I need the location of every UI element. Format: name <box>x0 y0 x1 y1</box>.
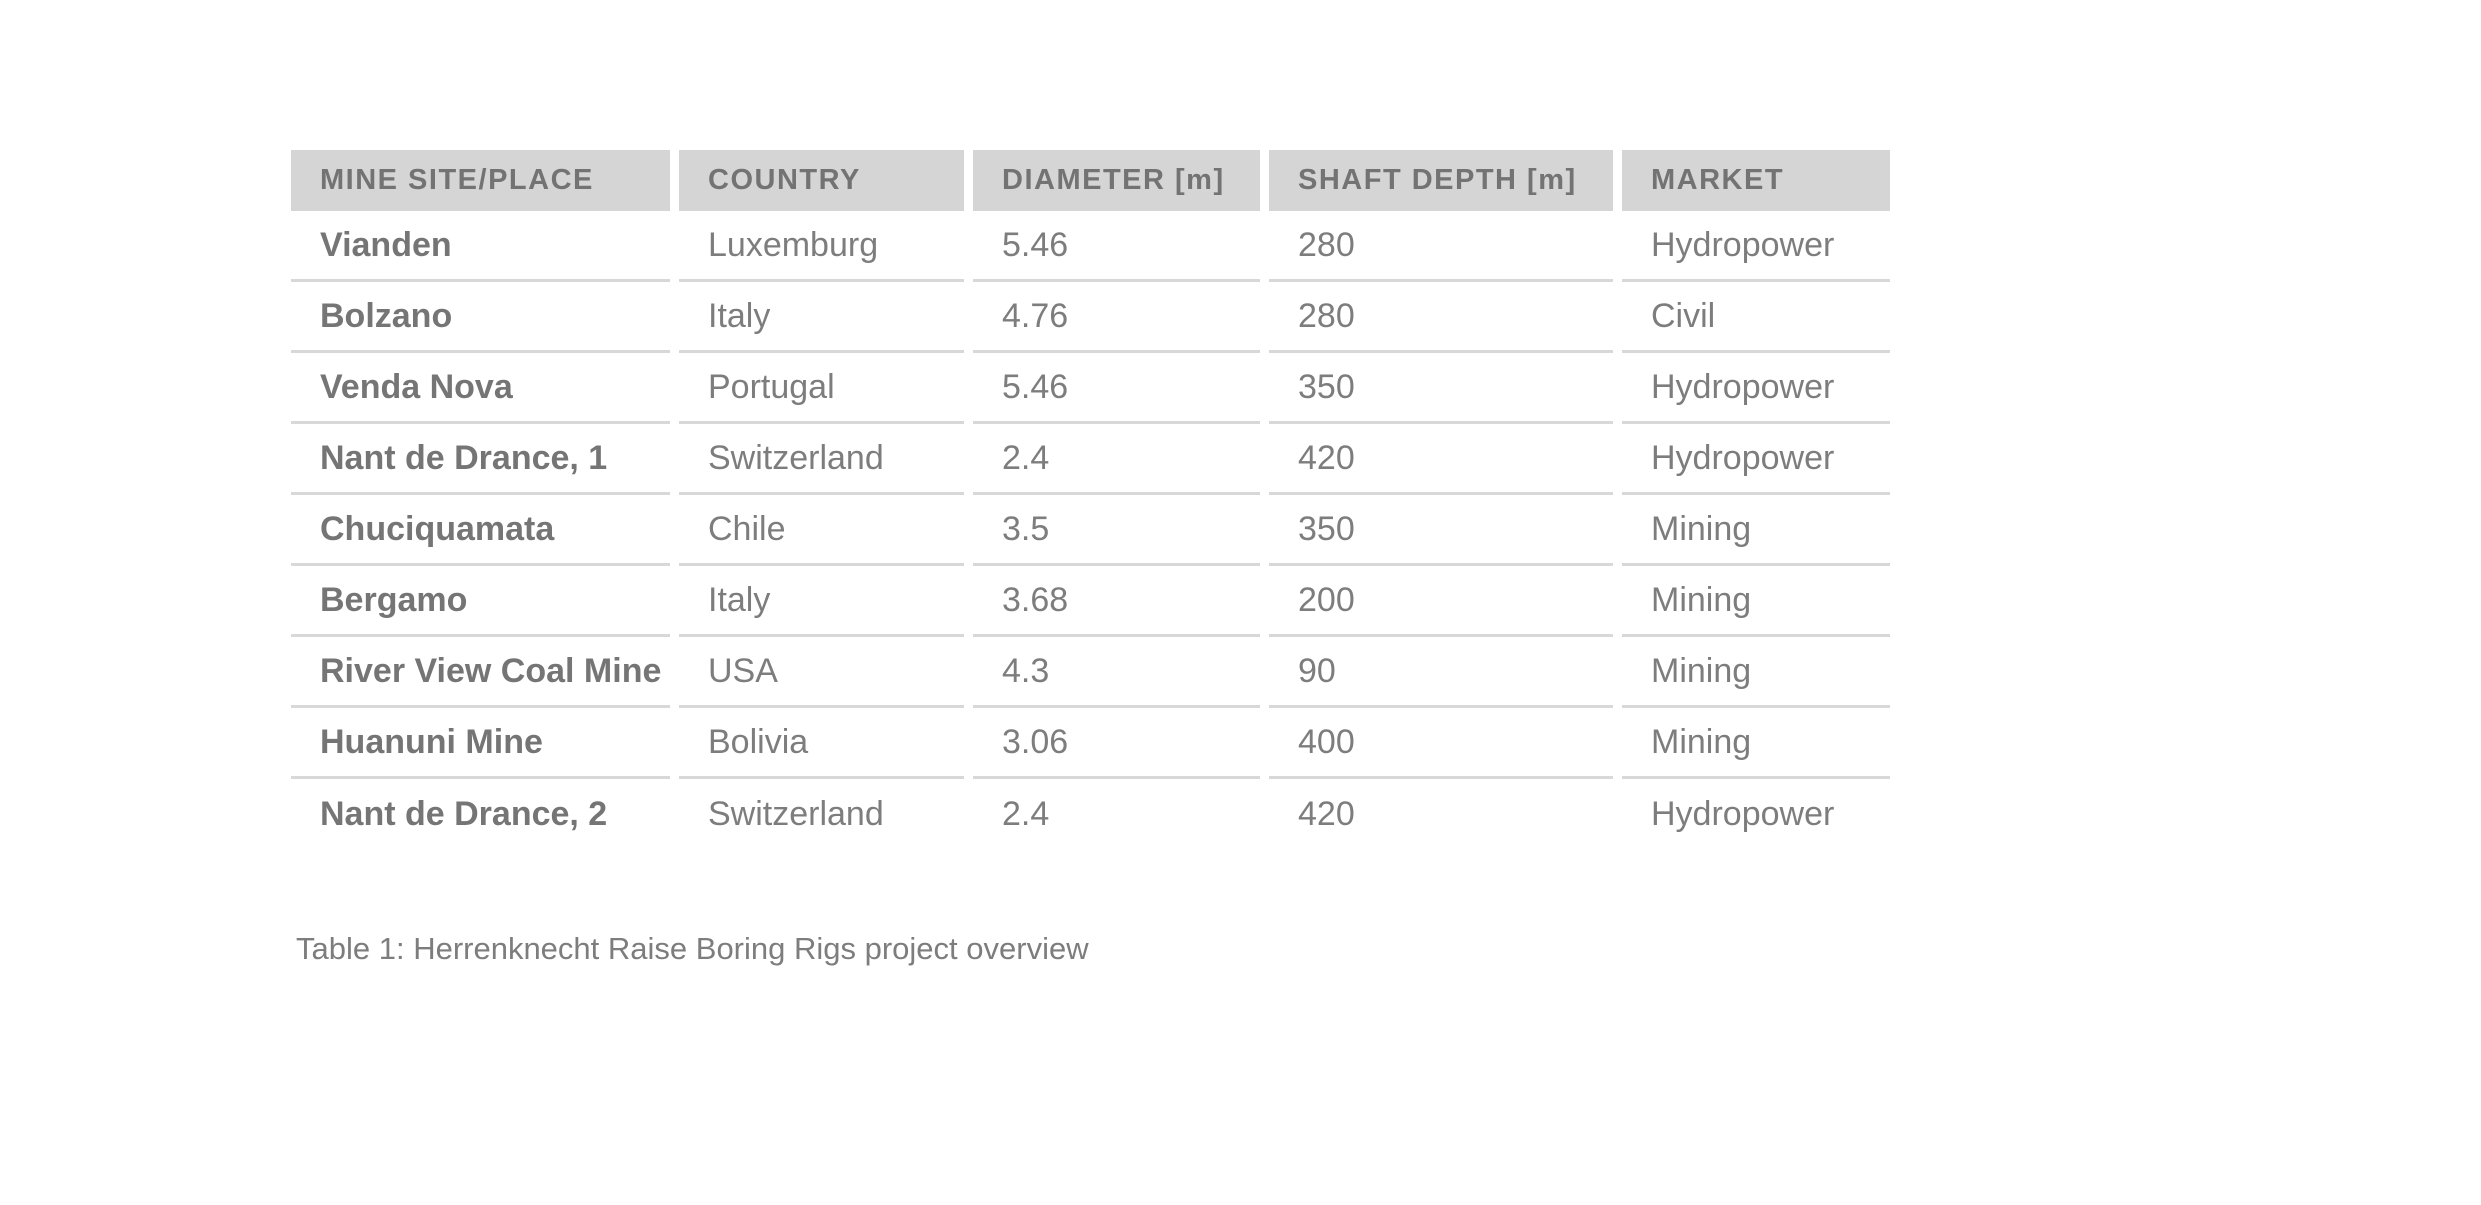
cell-market: Hydropower <box>1622 211 1890 282</box>
cell-diameter: 4.76 <box>973 282 1260 353</box>
table-header-row: MINE SITE/PLACE COUNTRY DIAMETER [m] SHAFT … <box>291 150 1890 211</box>
cell-market: Hydropower <box>1622 424 1890 495</box>
cell-shaft_depth: 200 <box>1269 566 1613 637</box>
cell-diameter: 5.46 <box>973 211 1260 282</box>
cell-market: Hydropower <box>1622 353 1890 424</box>
cell-diameter: 3.5 <box>973 495 1260 566</box>
cell-shaft_depth: 420 <box>1269 424 1613 495</box>
table-row: Huanuni Mine Bolivia 3.06 400 Mining <box>291 708 1890 779</box>
table-row: River View Coal Mine USA 4.3 90 Mining <box>291 637 1890 708</box>
column-header-diameter: DIAMETER [m] <box>973 150 1260 211</box>
cell-site: Bolzano <box>291 282 670 353</box>
cell-market: Mining <box>1622 495 1890 566</box>
cell-shaft_depth: 350 <box>1269 495 1613 566</box>
cell-diameter: 2.4 <box>1002 795 1050 833</box>
cell-site: Chuciquamata <box>291 495 670 566</box>
table-header: MINE SITE/PLACE COUNTRY DIAMETER [m] SHAFT … <box>291 150 1890 211</box>
cell-diameter: 2.4 <box>973 424 1260 495</box>
column-header-shaft_depth: SHAFT DEPTH [m] <box>1269 150 1613 211</box>
cell-site: Nant de Drance, 2 <box>320 795 608 833</box>
cell-shaft_depth: 420 <box>1298 795 1355 833</box>
cell-site: Bergamo <box>291 566 670 637</box>
cell-site: Vianden <box>291 211 670 282</box>
cell-country: Italy <box>679 566 964 637</box>
table-row: Bergamo Italy 3.68 200 Mining <box>291 566 1890 637</box>
column-header-market: MARKET <box>1622 150 1890 211</box>
cell-country: Portugal <box>679 353 964 424</box>
table-caption: Table 1: Herrenknecht Raise Boring Rigs … <box>296 931 1089 966</box>
table-row: Vianden Luxemburg 5.46 280 Hydropower <box>291 211 1890 282</box>
cell-diameter: 3.68 <box>973 566 1260 637</box>
table-row: Bolzano Italy 4.76 280 Civil <box>291 282 1890 353</box>
cell-diameter: 5.46 <box>973 353 1260 424</box>
cell-country: Luxemburg <box>679 211 964 282</box>
projects-table: MINE SITE/PLACE COUNTRY DIAMETER [m] SHAFT … <box>282 150 1899 850</box>
cell-diameter: 4.3 <box>973 637 1260 708</box>
table-row: Nant de Drance, 2 Switzerland 2.4 420 Hydrop… <box>291 779 1890 850</box>
cell-market: Hydropower <box>1651 795 1835 833</box>
cell-market: Mining <box>1622 637 1890 708</box>
cell-market: Mining <box>1622 708 1890 779</box>
cell-country: Switzerland <box>679 424 964 495</box>
table-body: Vianden Luxemburg 5.46 280 Hydropower Bolzano… <box>291 211 1890 850</box>
table-row: Nant de Drance, 1 Switzerland 2.4 420 Hydrop… <box>291 424 1890 495</box>
cell-shaft_depth: 350 <box>1269 353 1613 424</box>
cell-country: Italy <box>679 282 964 353</box>
cell-country: Switzerland <box>708 795 884 833</box>
cell-site: Venda Nova <box>291 353 670 424</box>
table-row: Chuciquamata Chile 3.5 350 Mining <box>291 495 1890 566</box>
cell-country: USA <box>679 637 964 708</box>
cell-market: Civil <box>1622 282 1890 353</box>
column-header-site: MINE SITE/PLACE <box>291 150 670 211</box>
cell-country: Bolivia <box>679 708 964 779</box>
cell-shaft_depth: 90 <box>1269 637 1613 708</box>
table-row: Venda Nova Portugal 5.46 350 Hydropower <box>291 353 1890 424</box>
cell-shaft_depth: 280 <box>1269 282 1613 353</box>
cell-market: Mining <box>1622 566 1890 637</box>
cell-diameter: 3.06 <box>973 708 1260 779</box>
cell-site: River View Coal Mine <box>291 637 670 708</box>
cell-country: Chile <box>679 495 964 566</box>
cell-site: Nant de Drance, 1 <box>291 424 670 495</box>
cell-shaft_depth: 280 <box>1269 211 1613 282</box>
cell-shaft_depth: 400 <box>1269 708 1613 779</box>
cell-site: Huanuni Mine <box>291 708 670 779</box>
column-header-country: COUNTRY <box>679 150 964 211</box>
